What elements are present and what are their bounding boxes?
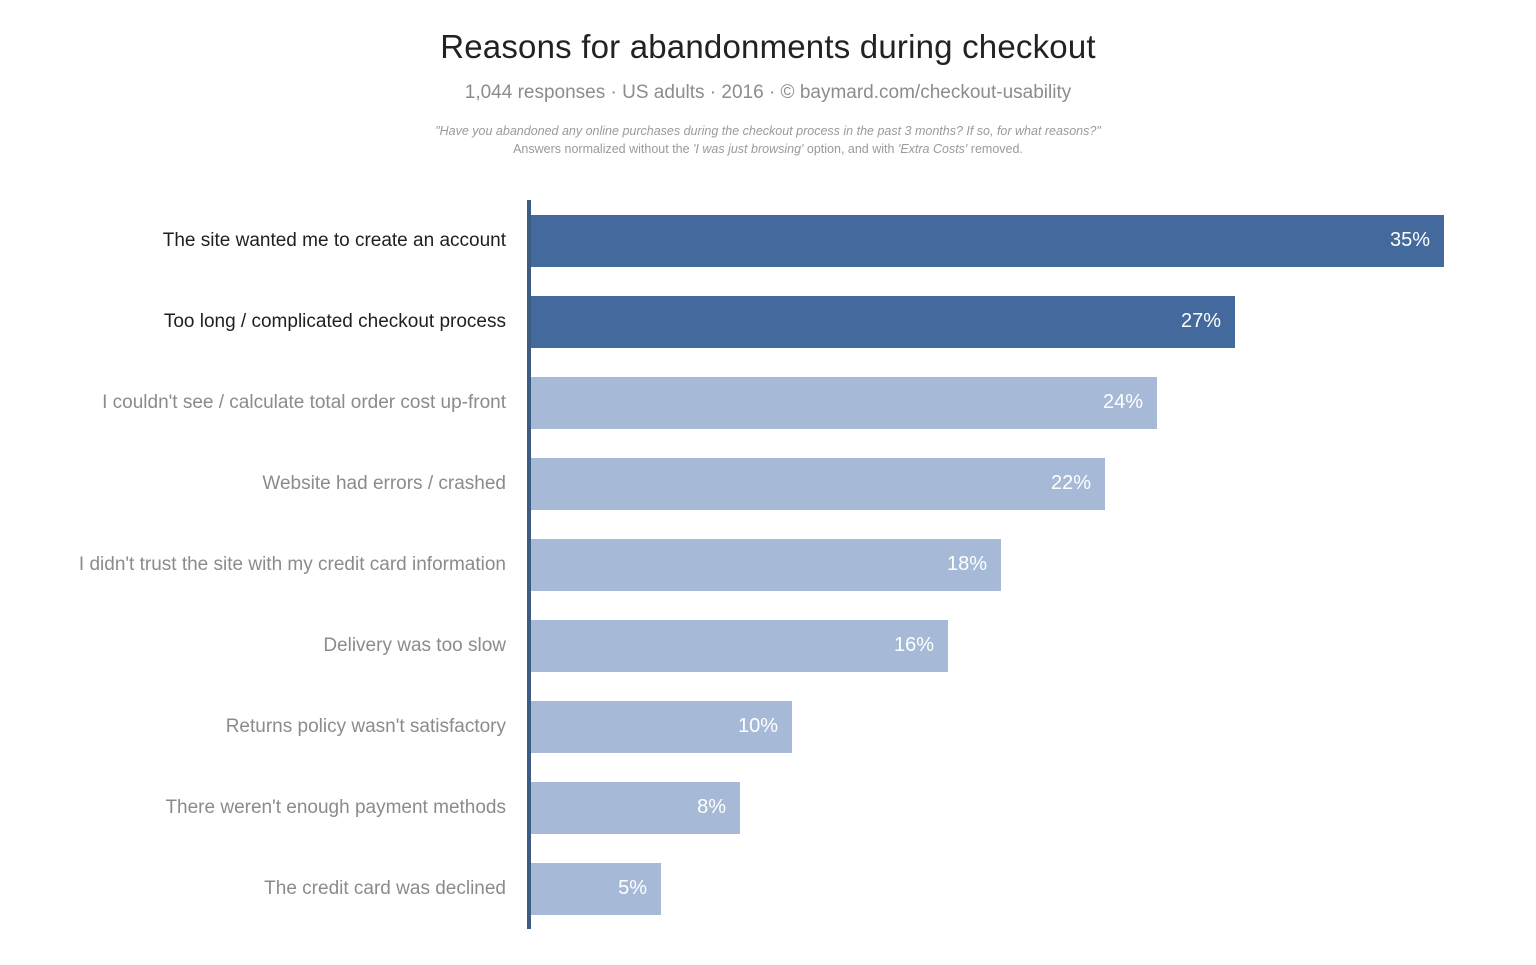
bar-value: 35% xyxy=(1389,229,1430,252)
chart-note-segment: 'Extra Costs' xyxy=(897,142,968,157)
chart-subtitle: 1,044 responses · US adults · 2016 · © b… xyxy=(464,82,1072,103)
bar-row: I couldn't see / calculate total order c… xyxy=(0,362,1536,444)
bar-label: There weren't enough payment methods xyxy=(165,796,506,818)
bar-row: Website had errors / crashed 22% xyxy=(0,443,1536,525)
chart-note-line2: Answers normalized without the 'I was ju… xyxy=(0,140,1536,158)
bar: 35% xyxy=(531,214,1444,267)
chart-header: Reasons for abandonments during checkout… xyxy=(0,0,1536,158)
bar: 8% xyxy=(531,781,740,834)
bar-label: I couldn't see / calculate total order c… xyxy=(102,391,506,413)
bar-row: The site wanted me to create an account 3… xyxy=(0,200,1536,282)
bar-row: The credit card was declined 5% xyxy=(0,848,1536,930)
bar-value: 18% xyxy=(946,553,987,576)
bar: 16% xyxy=(531,619,948,672)
bar: 27% xyxy=(531,295,1235,348)
bar-label: Delivery was too slow xyxy=(323,634,506,656)
bar-row: Too long / complicated checkout process 2… xyxy=(0,281,1536,363)
bar-value: 27% xyxy=(1180,310,1221,333)
bar-value: 16% xyxy=(893,634,934,657)
chart-note-line1: "Have you abandoned any online purchases… xyxy=(435,124,1101,138)
chart-note: "Have you abandoned any online purchases… xyxy=(0,122,1536,158)
bar-cell: 10% xyxy=(527,686,1536,768)
bar-value: 5% xyxy=(618,877,647,900)
bar: 18% xyxy=(531,538,1001,591)
bar-cell: 8% xyxy=(527,767,1536,849)
chart-note-segment: Answers normalized without the xyxy=(513,142,694,157)
bar-value: 24% xyxy=(1102,391,1143,414)
chart-note-segment: removed. xyxy=(967,142,1023,157)
bar-label: The site wanted me to create an account xyxy=(162,229,506,251)
bar-value: 22% xyxy=(1050,472,1091,495)
bar: 24% xyxy=(531,376,1157,429)
chart-note-segment: option, and with xyxy=(803,142,898,157)
bar-cell: 35% xyxy=(527,200,1536,282)
bar-value: 10% xyxy=(737,715,778,738)
bar-label: I didn't trust the site with my credit c… xyxy=(78,553,506,575)
bar-value: 8% xyxy=(697,796,726,819)
bar: 10% xyxy=(531,700,792,753)
bar-label: Too long / complicated checkout process xyxy=(163,310,506,332)
bar-cell: 18% xyxy=(527,524,1536,606)
chart-note-segment: 'I was just browsing' xyxy=(693,142,804,157)
bar-row: I didn't trust the site with my credit c… xyxy=(0,524,1536,606)
bar-row: There weren't enough payment methods 8% xyxy=(0,767,1536,849)
chart-title: Reasons for abandonments during checkout xyxy=(440,28,1096,65)
bar-cell: 27% xyxy=(527,281,1536,363)
bar-row: Delivery was too slow 16% xyxy=(0,605,1536,687)
bar-cell: 5% xyxy=(527,848,1536,930)
bar-row: Returns policy wasn't satisfactory 10% xyxy=(0,686,1536,768)
bar-label: Returns policy wasn't satisfactory xyxy=(225,715,506,737)
bar-cell: 22% xyxy=(527,443,1536,525)
bar: 22% xyxy=(531,457,1105,510)
bar-cell: 16% xyxy=(527,605,1536,687)
bar-cell: 24% xyxy=(527,362,1536,444)
bar-chart: The site wanted me to create an account 3… xyxy=(0,200,1536,930)
bar: 5% xyxy=(531,862,661,915)
bar-label: Website had errors / crashed xyxy=(262,472,506,494)
bar-label: The credit card was declined xyxy=(264,877,506,899)
